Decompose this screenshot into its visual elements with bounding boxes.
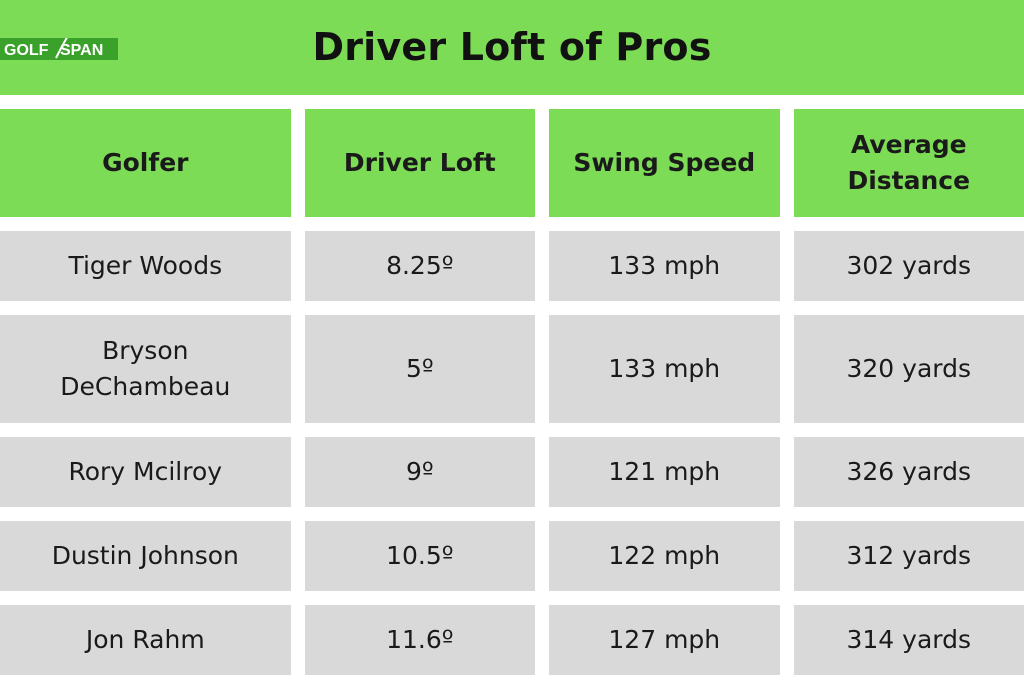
table-row: Jon Rahm 11.6º 127 mph 314 yards xyxy=(0,605,1024,675)
cell-average-distance: 320 yards xyxy=(793,315,1024,423)
cell-driver-loft: 11.6º xyxy=(304,605,536,675)
cell-average-distance: 314 yards xyxy=(793,605,1024,675)
table-row: Rory Mcilroy 9º 121 mph 326 yards xyxy=(0,437,1024,507)
cell-driver-loft: 8.25º xyxy=(304,231,536,301)
title-banner: GOLF SPAN Driver Loft of Pros xyxy=(0,0,1024,95)
golfspan-logo-mark: GOLF SPAN xyxy=(0,38,118,60)
column-header-average-distance: Average Distance xyxy=(793,109,1024,217)
cell-driver-loft: 5º xyxy=(304,315,536,423)
logo-word-golf: GOLF xyxy=(4,42,49,59)
cell-golfer: Bryson DeChambeau xyxy=(0,315,291,423)
cell-swing-speed: 122 mph xyxy=(549,521,780,591)
cell-golfer-label: Bryson DeChambeau xyxy=(60,336,231,401)
cell-golfer: Tiger Woods xyxy=(0,231,291,301)
table-row: Tiger Woods 8.25º 133 mph 302 yards xyxy=(0,231,1024,301)
logo-word-span: SPAN xyxy=(60,42,103,59)
page-title: Driver Loft of Pros xyxy=(312,25,712,69)
cell-driver-loft: 10.5º xyxy=(304,521,536,591)
cell-average-distance: 326 yards xyxy=(793,437,1024,507)
cell-driver-loft: 9º xyxy=(304,437,536,507)
column-header-average-distance-label: Average Distance xyxy=(847,130,971,195)
cell-average-distance: 312 yards xyxy=(793,521,1024,591)
column-header-swing-speed: Swing Speed xyxy=(549,109,780,217)
column-header-driver-loft: Driver Loft xyxy=(304,109,536,217)
cell-average-distance: 302 yards xyxy=(793,231,1024,301)
table-row: Bryson DeChambeau 5º 133 mph 320 yards xyxy=(0,315,1024,423)
column-header-golfer: Golfer xyxy=(0,109,291,217)
cell-golfer: Dustin Johnson xyxy=(0,521,291,591)
cell-swing-speed: 133 mph xyxy=(549,231,780,301)
cell-swing-speed: 127 mph xyxy=(549,605,780,675)
table-row: Dustin Johnson 10.5º 122 mph 312 yards xyxy=(0,521,1024,591)
driver-loft-table: Golfer Driver Loft Swing Speed Average D… xyxy=(0,95,1024,689)
cell-golfer: Jon Rahm xyxy=(0,605,291,675)
cell-swing-speed: 133 mph xyxy=(549,315,780,423)
golfspan-logo: GOLF SPAN xyxy=(0,38,118,60)
cell-golfer: Rory Mcilroy xyxy=(0,437,291,507)
cell-swing-speed: 121 mph xyxy=(549,437,780,507)
table-header-row: Golfer Driver Loft Swing Speed Average D… xyxy=(0,109,1024,217)
